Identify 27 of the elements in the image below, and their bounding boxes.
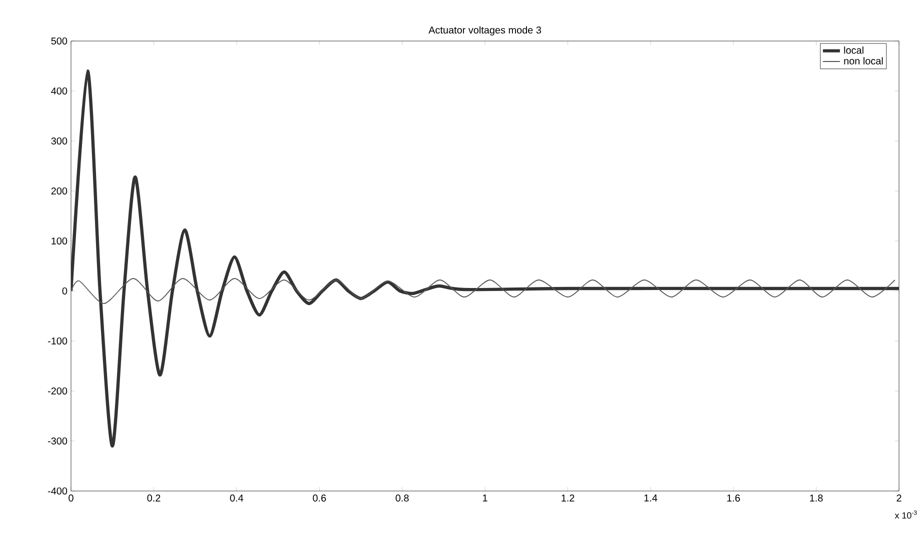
x-tick-label: 1.4 (644, 494, 658, 502)
legend-label: local (844, 46, 864, 54)
text: x 10$^{-3}$ (894, 510, 917, 519)
y-tick-label: 200 (51, 187, 68, 195)
x-tick-label: 1.6 (727, 494, 740, 502)
x-tick-label: 2 (896, 494, 902, 502)
x-tick-label: 1.8 (810, 494, 823, 502)
y-tick-label: -400 (48, 487, 68, 495)
x-tick-label: 1 (483, 494, 488, 502)
x-tick-label: 0.8 (396, 494, 409, 502)
y-tick-label: 400 (51, 87, 68, 95)
y-tick-label: -200 (48, 387, 68, 395)
y-tick-label: -100 (48, 337, 68, 345)
line-series (71, 69, 900, 448)
x-tick-label: 0 (68, 494, 74, 502)
x-tick-label: 0.4 (230, 494, 244, 502)
y-tick-label: -300 (48, 437, 68, 445)
x-tick-label: 0.6 (312, 494, 326, 502)
x-tick-label: 0.2 (147, 494, 160, 502)
legend-label: non local (844, 57, 883, 64)
y-tick-label: 500 (51, 37, 68, 45)
y-tick-label: 100 (52, 237, 68, 245)
y-tick-label: 300 (51, 137, 68, 145)
line-series (71, 278, 896, 304)
x-tick-label: 1.2 (562, 494, 574, 502)
y-tick-label: 0 (62, 287, 68, 295)
chart-title: Actuator voltages mode 3 (428, 26, 542, 36)
